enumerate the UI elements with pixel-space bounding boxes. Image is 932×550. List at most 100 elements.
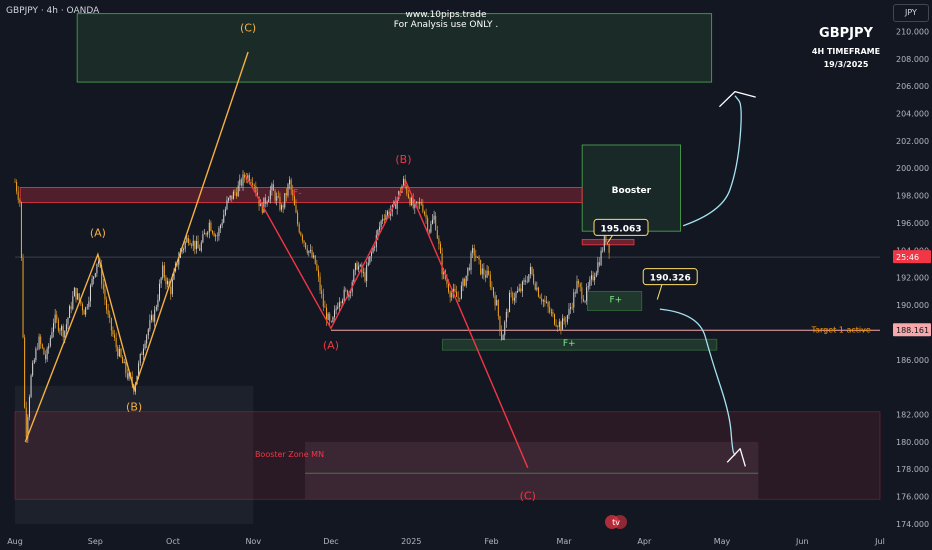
candle-body [435,215,437,230]
candle-body [167,280,169,285]
candle-body [107,309,109,315]
wave-label: (A) [323,339,339,352]
candle-body [109,314,111,318]
candle-body [126,373,128,379]
candle-body [387,211,389,216]
candle-body [594,276,596,281]
price-tick-label: 210.000 [896,27,929,36]
candle-body [43,347,45,355]
candle-body [488,270,490,275]
time-tick-label: Dec [323,537,338,546]
candle-body [459,297,461,299]
candle-body [207,232,209,235]
candle-body [67,317,69,325]
candle-body [85,307,87,315]
candle-body [457,296,459,298]
candle-body [255,186,257,193]
candle-body [306,248,308,253]
candle-body [240,179,242,186]
candle-body [73,287,75,297]
candle-body [367,262,369,266]
candle-body [150,315,152,321]
candle-body [218,228,220,237]
time-axis: Aug Sep Oct Nov Dec 2025 Feb Mar Apr May Jun Jul [0,528,932,550]
candle-body [565,321,567,322]
candle-body [117,347,119,357]
candle-body [139,353,141,364]
candle-body [539,296,541,299]
candle-body [456,291,458,297]
candle-body [186,238,188,243]
candle-body [380,220,382,227]
candle-body [215,235,217,237]
candle-body [253,184,255,187]
candle-body [383,218,385,221]
candle-body [292,189,294,197]
callout-label: 190.326 [650,274,691,284]
candle-body [96,263,98,274]
candle-body [428,229,430,233]
candle-body [181,250,183,252]
candle-body [571,307,573,308]
candle-body [377,229,379,235]
candle-body [486,270,488,278]
candle-body [332,316,334,322]
candle-body [502,335,504,340]
candle-body [541,298,543,302]
candle-body [93,276,95,280]
callout-box [642,268,698,286]
price-axis-background [892,0,932,550]
red-wave [244,174,529,469]
candle-body [395,201,397,209]
candle-body [313,255,315,258]
candle-body [414,202,416,208]
candle-body [27,416,29,437]
candle-body [533,274,535,284]
candle-body [523,280,525,282]
candle-body [544,300,546,303]
candle-body [282,205,284,208]
candle-body [80,300,82,304]
candle-body [452,288,454,294]
candle-body [258,196,260,207]
candle-body [513,298,515,301]
candle-body [144,343,146,349]
price-tick-label: 180.000 [896,438,929,447]
candle-body [49,337,51,346]
currency-button[interactable]: JPY [893,4,929,22]
candle-body [366,265,368,282]
candle-body [118,348,120,357]
candle-body [451,293,453,298]
zones-layer [14,13,881,524]
candle-body [558,321,560,328]
candle-body [250,182,252,184]
candle-body [407,193,409,198]
candle-body [476,256,478,258]
candle-body [602,250,604,252]
candle-body [484,275,486,278]
candle-body [77,293,79,300]
candle-body [578,281,580,284]
down-arrowhead [726,448,746,467]
candle-body [478,256,480,260]
candle-body [163,265,165,278]
candle-body [157,299,159,307]
candle-body [154,309,156,322]
candle-body [322,294,324,307]
candle-body [573,292,575,308]
candle-body [566,315,568,322]
candle-body [289,179,291,185]
candle-body [276,196,278,201]
candle-body [314,255,316,264]
candle-body [211,230,213,234]
candle-body [208,222,210,233]
candle-body [152,315,154,322]
candle-body [574,292,576,294]
candle-body [406,185,408,194]
candle-body [19,199,21,203]
candle-body [496,300,498,306]
candle-body [33,359,35,364]
candle-body [441,253,443,275]
candle-body [436,229,438,239]
